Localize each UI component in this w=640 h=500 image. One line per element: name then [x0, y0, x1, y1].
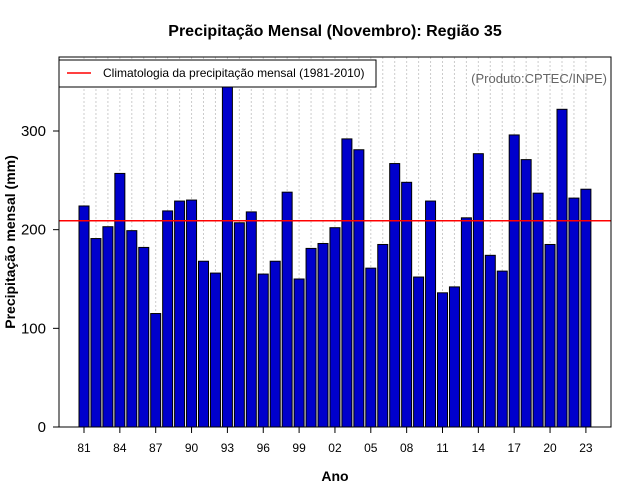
bar-2017 — [508, 134, 520, 428]
y-axis-label: Precipitação mensal (mm) — [2, 155, 18, 329]
credit-text: (Produto:CPTEC/INPE) — [471, 71, 607, 86]
x-tick-label: 99 — [292, 441, 306, 455]
bar-2023 — [580, 188, 592, 428]
legend-box — [58, 59, 377, 88]
bar-1991 — [198, 260, 209, 428]
y-tick-label: 200 — [21, 222, 46, 239]
bar-2007 — [389, 163, 401, 428]
legend-label: Climatologia da precipitação mensal (198… — [103, 66, 364, 80]
x-tick-label: 08 — [400, 441, 414, 455]
bar-2021 — [556, 108, 568, 428]
bar-2006 — [377, 243, 389, 428]
bar-1986 — [138, 246, 150, 428]
bar-2013 — [460, 217, 472, 428]
bar-1993 — [221, 83, 233, 428]
bar-1995 — [245, 211, 257, 428]
bar-1984 — [114, 172, 126, 428]
bar-2016 — [496, 270, 508, 428]
bar-2005 — [365, 267, 377, 428]
x-tick-label: 87 — [149, 441, 163, 455]
bar-1985 — [126, 230, 138, 428]
bar-1982 — [90, 238, 102, 428]
bar-2002 — [329, 227, 341, 428]
x-axis-label: Ano — [321, 468, 348, 484]
x-tick-label: 96 — [257, 441, 271, 455]
bar-2000 — [305, 247, 317, 428]
y-axis: 0 100 200 300 — [21, 123, 59, 436]
bars — [78, 83, 592, 428]
bar-2009 — [413, 276, 425, 428]
bar-1990 — [186, 199, 198, 428]
bar-1981 — [78, 205, 90, 428]
bar-1983 — [102, 226, 114, 428]
x-axis: 81 84 87 90 93 96 99 02 05 08 11 14 17 20 23 — [77, 427, 593, 455]
x-tick-label: 14 — [472, 441, 486, 455]
y-tick-label: 100 — [21, 320, 46, 337]
x-tick-label: 05 — [364, 441, 378, 455]
bar-2019 — [532, 192, 544, 428]
x-tick-label: 20 — [543, 441, 557, 455]
bar-2001 — [317, 242, 329, 428]
bar-2003 — [341, 138, 353, 428]
bar-1994 — [233, 222, 245, 428]
bar-2020 — [544, 243, 556, 428]
x-tick-label: 23 — [579, 441, 593, 455]
bar-2014 — [472, 153, 484, 428]
bar-1992 — [209, 272, 221, 428]
bar-1997 — [269, 260, 281, 428]
bar-2008 — [401, 181, 413, 428]
bar-2015 — [484, 254, 496, 428]
bar-1987 — [150, 313, 162, 428]
x-tick-label: 93 — [221, 441, 235, 455]
x-tick-label: 17 — [508, 441, 522, 455]
chart-title: Precipitação Mensal (Novembro): Região 3… — [168, 23, 502, 40]
bar-2018 — [520, 159, 532, 428]
legend: Climatologia da precipitação mensal (198… — [58, 59, 377, 88]
bar-1989 — [174, 200, 186, 428]
bar-1996 — [257, 273, 269, 428]
x-tick-label: 11 — [436, 441, 449, 455]
bar-2004 — [353, 149, 365, 428]
x-tick-label: 02 — [328, 441, 342, 455]
x-tick-label: 90 — [185, 441, 199, 455]
bar-1999 — [293, 278, 305, 428]
bar-1998 — [281, 191, 293, 428]
x-tick-label: 81 — [77, 441, 91, 455]
bar-2022 — [568, 197, 580, 428]
y-tick-label: 300 — [21, 123, 46, 140]
bar-1988 — [162, 210, 174, 428]
x-tick-label: 84 — [113, 441, 127, 455]
bar-2011 — [437, 292, 448, 428]
bar-2010 — [425, 200, 437, 428]
y-tick-label: 0 — [38, 419, 46, 436]
bar-2012 — [448, 286, 460, 428]
